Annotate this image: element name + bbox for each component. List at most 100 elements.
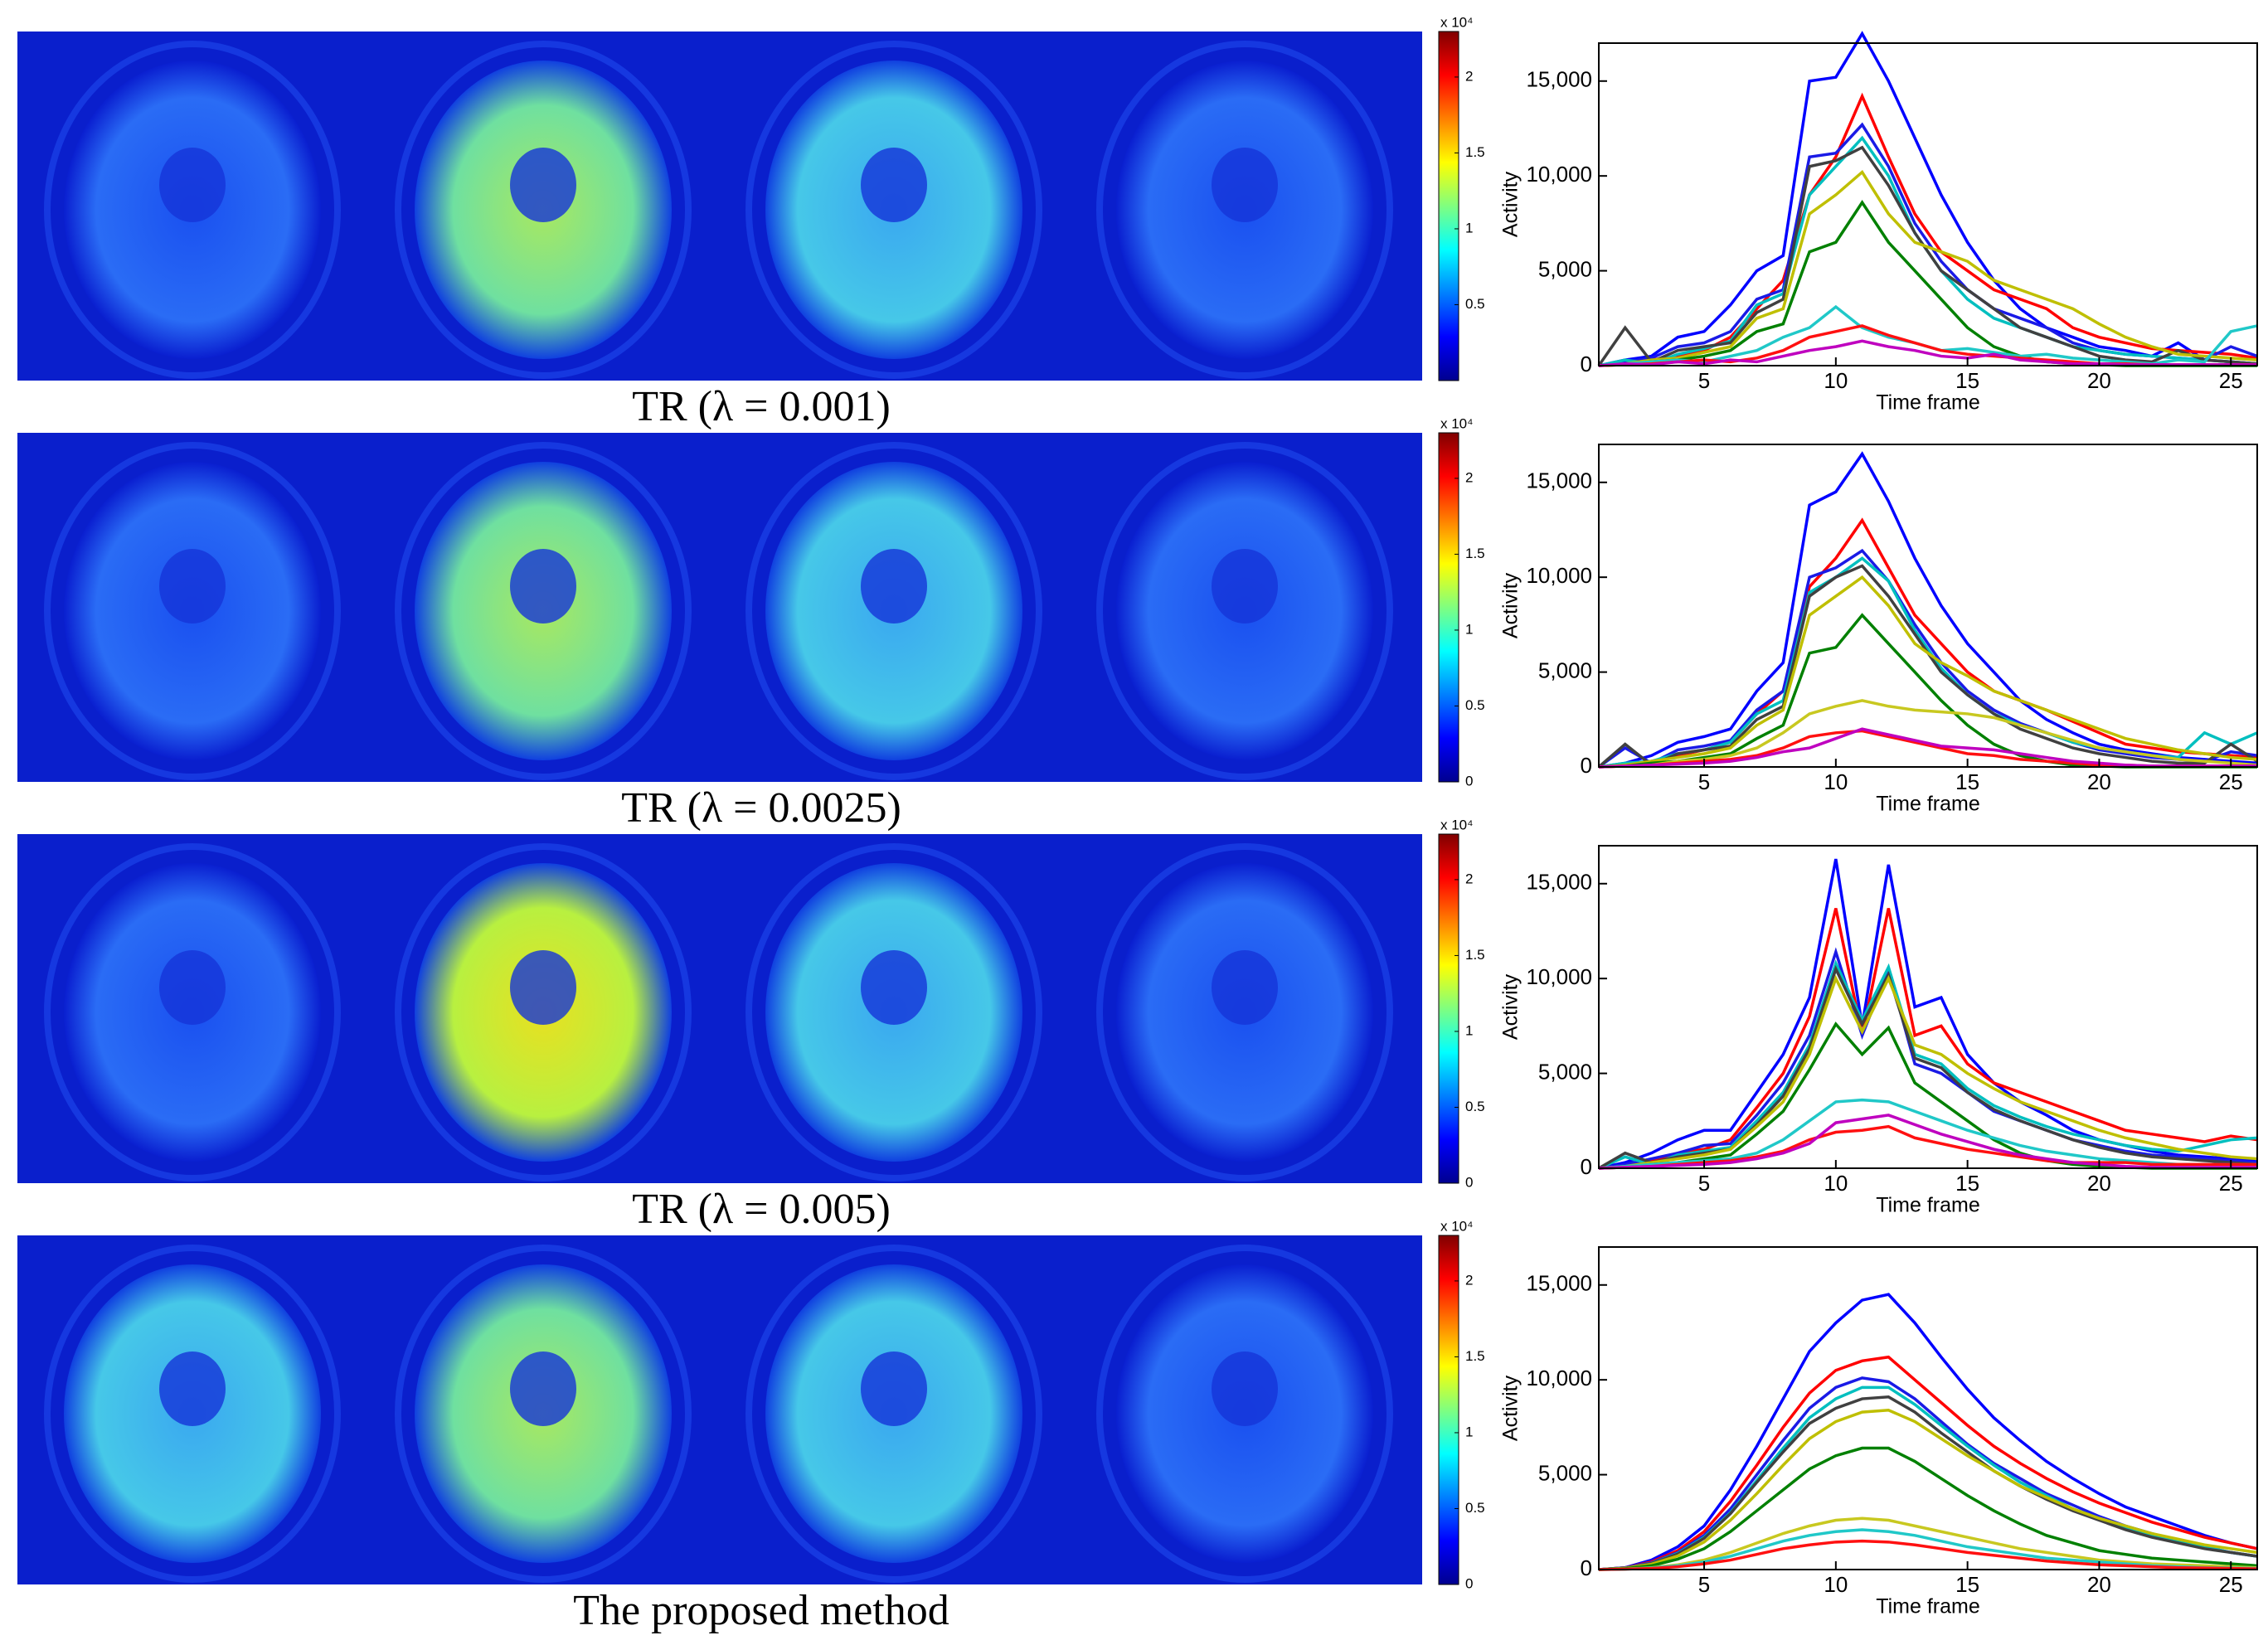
head-outline (44, 843, 341, 1182)
colorbar-tick-label: 2 (1465, 871, 1473, 886)
y-tick-label: 5,000 (1538, 1059, 1592, 1084)
series-line (1598, 959, 2258, 1170)
series-line (1598, 1409, 2258, 1571)
head-outline (44, 1245, 341, 1583)
series-line (1598, 92, 2258, 367)
head-outline (1096, 41, 1393, 379)
series-line (1598, 200, 2257, 367)
colorbar (1438, 432, 1459, 783)
colorbar-multiplier: x 10⁴ (1440, 415, 1473, 431)
head-outline (745, 41, 1042, 379)
y-tick-label: 0 (1581, 352, 1592, 376)
plot-frame (1598, 42, 2258, 366)
series-line (1598, 1114, 2257, 1170)
colorbar-tick-label: 2 (1465, 469, 1473, 485)
colorbar (1438, 31, 1459, 381)
x-axis-label: Time frame (1876, 793, 1979, 816)
x-tick-label: 15 (1955, 1171, 1979, 1196)
x-tick-label: 25 (2219, 1171, 2243, 1196)
head-outline (395, 41, 692, 379)
colorbar-tick-label: 2 (1465, 68, 1473, 84)
ventricle (159, 950, 226, 1025)
colorbar-tick-label: 1 (1465, 1424, 1473, 1439)
colorbar-tick-label: 1.5 (1465, 144, 1485, 160)
y-axis-label: Activity (1499, 572, 1523, 638)
caption: The proposed method (573, 1587, 949, 1634)
head-outline (395, 843, 692, 1182)
series-line (1598, 1098, 2257, 1170)
x-tick-label: 5 (1698, 368, 1710, 393)
series-line (1598, 31, 2258, 367)
colorbar-multiplier: x 10⁴ (1440, 1218, 1473, 1234)
ventricle (510, 1351, 576, 1426)
y-axis-label: Activity (1499, 1375, 1523, 1441)
head-outline (1096, 1245, 1393, 1583)
colorbar-tick-label: 1 (1465, 1022, 1473, 1038)
y-tick-label: 5,000 (1538, 256, 1592, 281)
head-outline (745, 442, 1042, 780)
series-line (1598, 1446, 2258, 1571)
series-line (1597, 548, 2258, 769)
caption: TR (λ = 0.0025) (621, 784, 901, 832)
ventricle (510, 148, 576, 222)
y-tick-label: 15,000 (1526, 67, 1592, 92)
x-tick-label: 25 (2219, 1572, 2243, 1597)
x-tick-label: 20 (2087, 1171, 2111, 1196)
series-line (1598, 556, 2258, 769)
y-axis-label: Activity (1499, 171, 1523, 237)
series-line (1598, 947, 2258, 1170)
x-tick-label: 5 (1698, 1171, 1710, 1196)
ventricle (861, 1351, 927, 1426)
x-tick-label: 25 (2219, 368, 2243, 393)
series-line (1598, 1355, 2258, 1571)
x-axis-label: Time frame (1876, 391, 1979, 415)
y-tick-label: 10,000 (1526, 162, 1592, 187)
y-tick-label: 0 (1581, 1154, 1592, 1179)
x-tick-label: 20 (2087, 769, 2111, 794)
series-line (1598, 575, 2258, 769)
colorbar-tick-label: 1 (1465, 220, 1473, 235)
colorbar-tick-label: 0.5 (1465, 1099, 1485, 1114)
plot-frame (1598, 1246, 2258, 1570)
series-line (1598, 974, 2258, 1170)
ventricle (1212, 549, 1278, 624)
ventricle (159, 1351, 226, 1426)
y-tick-label: 0 (1581, 1555, 1592, 1580)
head-outline (395, 1245, 692, 1583)
series-line (1598, 858, 2258, 1170)
head-outline (745, 1245, 1042, 1583)
series-line (1598, 1293, 2258, 1571)
series-line (1597, 145, 2258, 366)
ventricle (861, 950, 927, 1025)
colorbar-tick-label: 1.5 (1465, 546, 1485, 561)
plot-frame (1598, 444, 2258, 768)
head-outline (745, 843, 1042, 1182)
colorbar-tick-label: 0.5 (1465, 1500, 1485, 1516)
ventricle (1212, 1351, 1278, 1426)
y-tick-label: 5,000 (1538, 1460, 1592, 1485)
head-outline (395, 442, 692, 780)
series-line (1598, 339, 2257, 367)
y-tick-label: 5,000 (1538, 658, 1592, 682)
y-axis-label: Activity (1499, 973, 1523, 1040)
colorbar-tick-label: 0.5 (1465, 296, 1485, 312)
series-line (1598, 451, 2258, 769)
ventricle (159, 549, 226, 624)
x-tick-label: 15 (1955, 368, 1979, 393)
series-line (1598, 965, 2258, 1170)
x-tick-label: 5 (1698, 1572, 1710, 1597)
ventricle (861, 148, 927, 222)
x-tick-label: 15 (1955, 1572, 1979, 1597)
x-axis-label: Time frame (1876, 1595, 1979, 1618)
x-tick-label: 15 (1955, 769, 1979, 794)
head-outline (44, 41, 341, 379)
ventricle (1212, 950, 1278, 1025)
colorbar-tick-label: 0 (1465, 1174, 1473, 1190)
colorbar-tick-label: 1 (1465, 621, 1473, 637)
series-line (1598, 699, 2258, 769)
head-outline (1096, 442, 1393, 780)
x-tick-label: 10 (1824, 368, 1848, 393)
series-line (1598, 908, 2258, 1170)
x-tick-label: 5 (1698, 769, 1710, 794)
